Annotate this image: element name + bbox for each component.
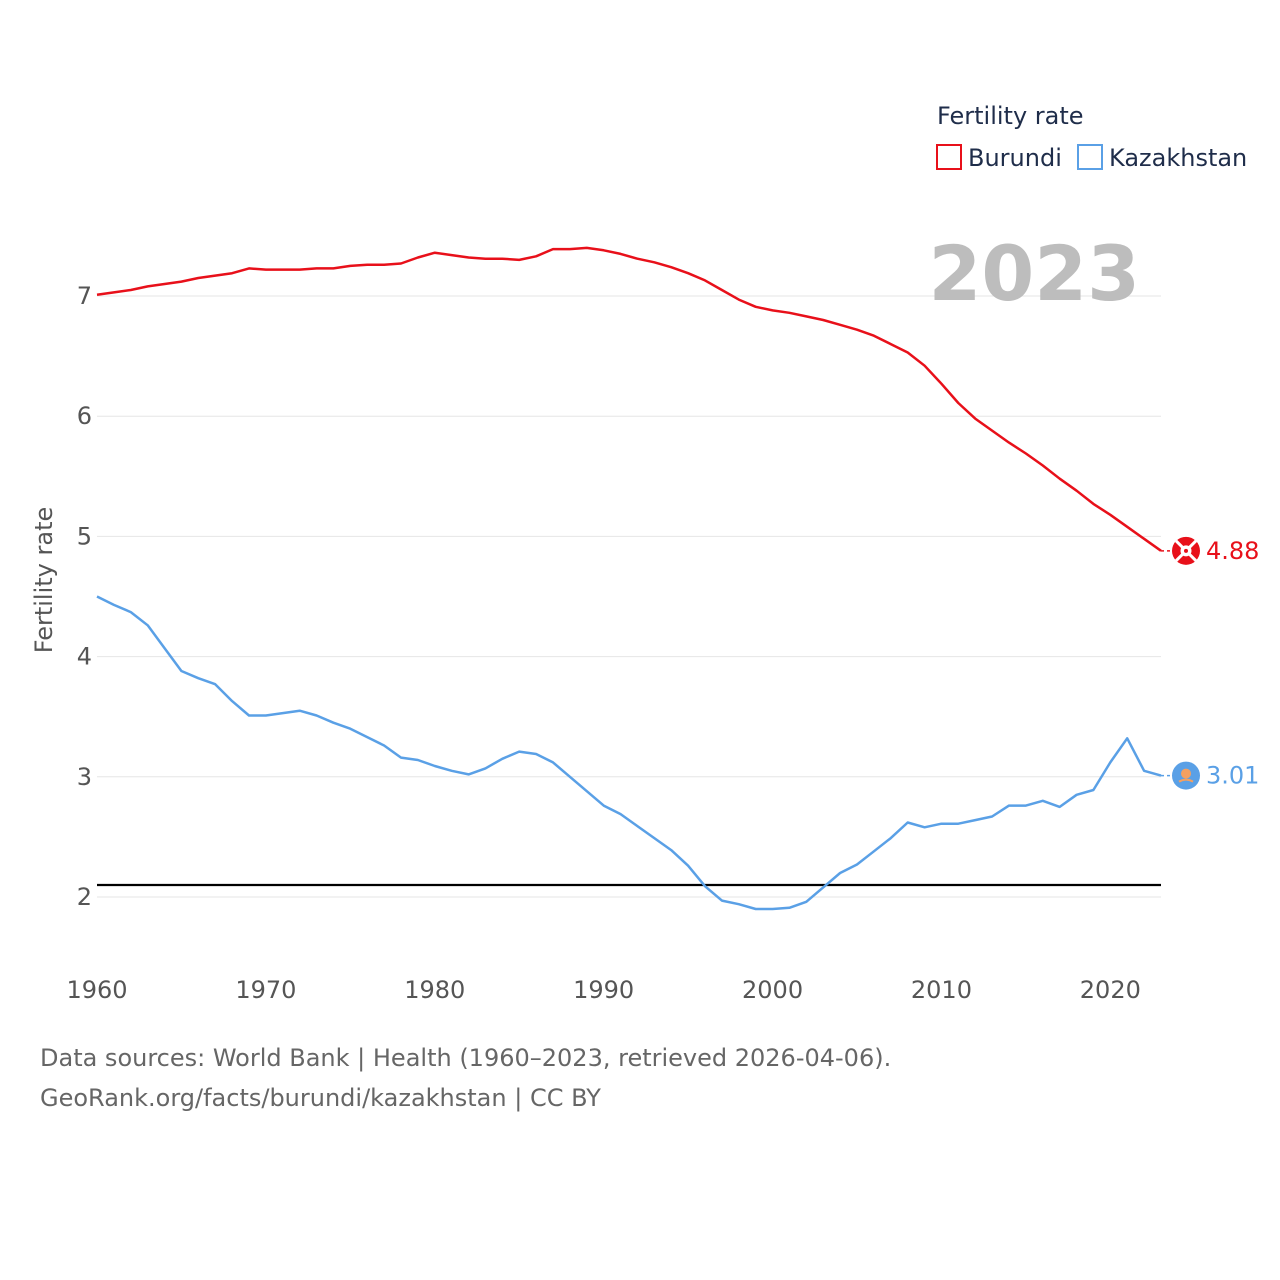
y-tick-label-2: 2 [77, 883, 92, 911]
series-line-kazakhstan [96, 595, 1162, 911]
x-axis: 1960 1970 1980 1990 2000 2010 2020 [66, 976, 1140, 1004]
legend: Fertility rate Burundi Kazakhstan [936, 102, 1247, 172]
series-line-burundi [96, 246, 1162, 552]
y-tick-label-7: 7 [77, 282, 92, 310]
kazakhstan-flag-sun [1181, 768, 1191, 779]
x-tick-label-2020: 2020 [1080, 976, 1141, 1004]
x-tick-label-1990: 1990 [573, 976, 634, 1004]
legend-label-burundi[interactable]: Burundi [968, 144, 1062, 172]
series-group [96, 246, 1162, 911]
y-axis: 2 3 4 5 6 7 [77, 282, 92, 911]
y-axis-label: Fertility rate [30, 507, 58, 654]
footer-credit: GeoRank.org/facts/burundi/kazakhstan | C… [40, 1084, 601, 1112]
end-label-burundi: 4.88 [1206, 537, 1259, 565]
x-tick-label-2000: 2000 [742, 976, 803, 1004]
footer-source: Data sources: World Bank | Health (1960–… [40, 1044, 892, 1072]
legend-label-kazakhstan[interactable]: Kazakhstan [1109, 144, 1247, 172]
burundi-flag-star [1184, 548, 1188, 553]
x-tick-label-1960: 1960 [66, 976, 127, 1004]
end-markers: 4.88 3.01 [1161, 536, 1259, 790]
y-tick-label-6: 6 [77, 402, 92, 430]
kazakhstan-flag-eagle [1178, 778, 1194, 783]
x-tick-label-2010: 2010 [911, 976, 972, 1004]
legend-title: Fertility rate [937, 102, 1084, 130]
legend-swatch-kazakhstan[interactable] [1077, 144, 1103, 170]
legend-swatch-burundi[interactable] [936, 144, 962, 170]
y-tick-label-4: 4 [77, 643, 92, 671]
y-tick-label-5: 5 [77, 522, 92, 550]
y-tick-label-3: 3 [77, 763, 92, 791]
x-tick-label-1970: 1970 [235, 976, 296, 1004]
year-label: 2023 [928, 229, 1140, 318]
end-label-kazakhstan: 3.01 [1206, 762, 1259, 790]
grid [97, 295, 1161, 898]
x-tick-label-1980: 1980 [404, 976, 465, 1004]
